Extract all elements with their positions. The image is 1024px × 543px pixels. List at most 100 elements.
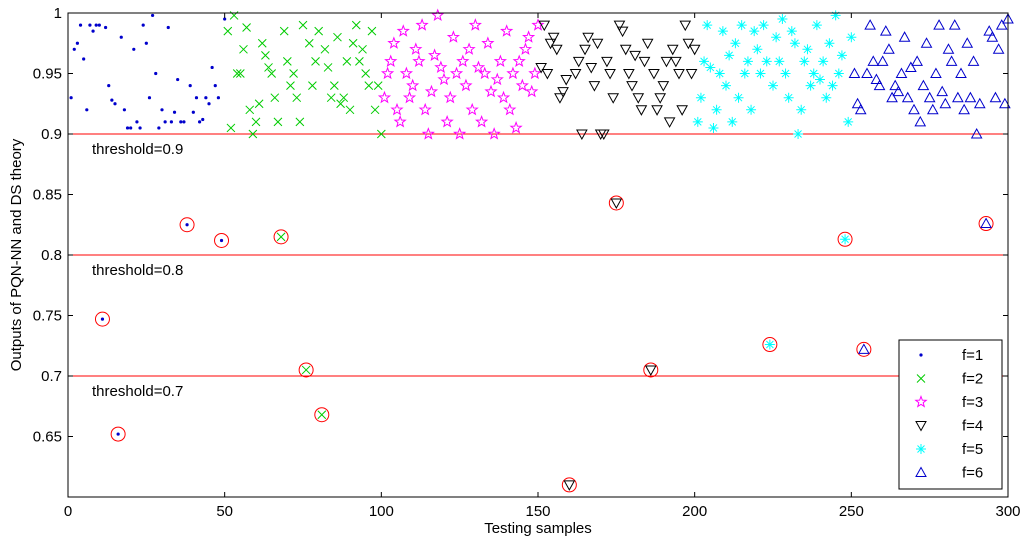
data-point [169,120,173,124]
data-point [147,96,152,100]
data-point [547,32,560,44]
data-point [923,91,936,103]
data-point [323,63,333,72]
data-point [223,26,233,36]
data-point [364,81,374,90]
data-point [384,54,398,68]
data-point [509,121,523,134]
data-point [708,122,719,133]
data-point [843,116,854,127]
data-point [251,117,261,127]
misclassified-circle [179,217,195,233]
data-point [815,74,825,85]
data-point [409,42,423,55]
data-point [673,69,685,80]
data-point [396,24,410,37]
data-point [506,66,520,80]
data-point [242,23,251,32]
data-point [768,80,778,91]
data-point [531,18,545,31]
data-point [579,44,591,56]
data-point [333,32,342,42]
misclassified-circle [110,426,126,442]
data-point [129,126,133,130]
data-point [348,38,358,48]
data-point [771,32,782,43]
legend-label: f=3 [962,394,983,411]
misclassified-point [116,432,120,436]
data-point [805,80,816,91]
data-point [846,32,857,43]
data-point [257,38,267,48]
data-point [311,57,320,66]
data-point [717,26,728,37]
data-point [939,97,952,109]
data-point [541,69,554,80]
data-point [232,69,242,78]
data-point [873,79,886,91]
data-point [607,93,620,104]
data-point [97,23,101,27]
data-point [560,75,573,86]
data-point [440,114,454,128]
data-point [676,105,688,116]
data-point [122,108,126,112]
misclassified-circle [643,362,659,378]
data-point [119,35,123,39]
data-point [254,99,264,109]
data-point [597,129,610,141]
data-point [91,29,95,33]
data-point [226,123,236,133]
data-point [833,68,844,79]
data-point [736,20,747,31]
data-point [992,43,1005,54]
data-point [933,19,945,30]
data-point [867,55,880,66]
data-point [666,44,679,56]
data-point [641,38,654,50]
data-point [503,102,517,116]
data-point [286,81,295,90]
data-point [500,24,514,37]
data-point [493,54,507,68]
data-point [958,103,970,115]
data-point [421,127,435,140]
data-point [576,129,588,141]
data-point [69,96,73,100]
data-point [876,55,889,66]
misclassified-circle [214,232,230,248]
data-point [569,69,582,80]
misclassified-point [276,232,286,242]
data-point [926,103,939,115]
legend-label: f=6 [962,465,983,482]
data-point [695,92,706,103]
data-point [796,104,807,115]
data-point [484,84,498,98]
data-point [446,30,460,43]
data-point [515,78,529,92]
data-point [370,105,380,115]
data-point [936,85,949,97]
data-point [518,42,533,55]
data-point [973,97,986,109]
data-point [905,61,917,72]
legend-box [898,339,1003,490]
misclassified-point [100,317,105,321]
legend-marker [915,421,927,432]
data-point [179,120,183,124]
data-point [848,67,861,78]
data-point [550,44,563,56]
data-point [135,120,139,124]
data-point [616,26,629,38]
misclassified-circle [837,231,853,247]
data-point [282,57,292,66]
data-point [107,84,111,88]
data-point [88,23,92,27]
x-tick-label: 150 [525,503,550,520]
data-point [176,77,180,82]
data-point [824,38,835,49]
misclassified-point [563,480,576,491]
threshold-label: threshold=0.8 [92,262,183,279]
data-point [660,56,673,68]
data-point [783,92,794,103]
